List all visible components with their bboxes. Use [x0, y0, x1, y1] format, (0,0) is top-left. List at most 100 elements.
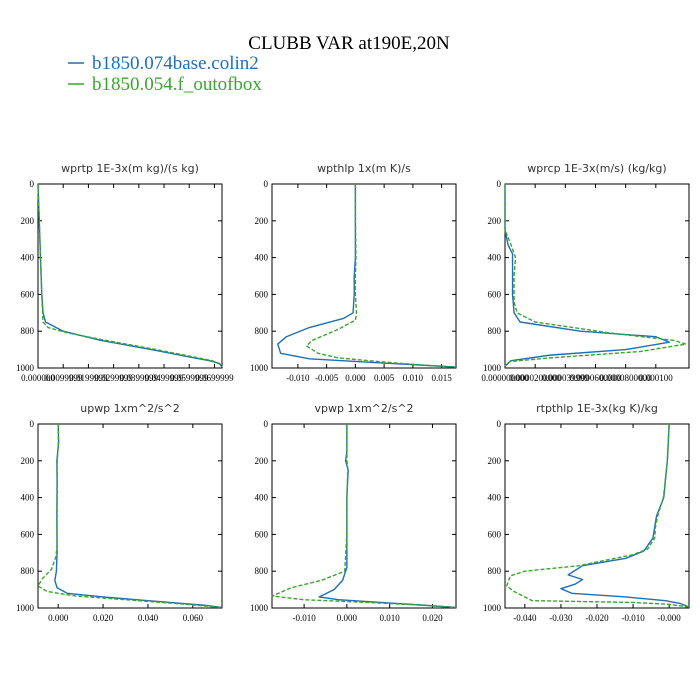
legend: b1850.074base.colin2 b1850.054.f_outofbo… — [68, 53, 262, 95]
x-tick-label: 0.0599999 — [170, 373, 209, 383]
legend-label-1: b1850.074base.colin2 — [92, 53, 259, 74]
y-tick-label: 200 — [255, 456, 269, 466]
y-tick-label: 200 — [21, 216, 35, 226]
series-line-1 — [560, 423, 690, 608]
y-tick-label: 0 — [497, 419, 502, 429]
panel-1: wprtp 1E-3x(m kg)/(s kg) 0 200 400 600 800 100… — [16, 162, 234, 383]
x-tick-label: -0.005 — [315, 373, 339, 383]
panel-title: rtpthlp 1E-3x(kg K)/kg — [536, 402, 658, 415]
y-tick-label: 600 — [488, 529, 502, 539]
series-line-1 — [318, 424, 457, 609]
x-tick-label: 0.015 — [432, 373, 453, 383]
x-tick-label: 0.000 — [345, 373, 366, 383]
y-tick-label: 200 — [255, 216, 269, 226]
y-tick-label: 200 — [488, 456, 502, 466]
series-line-2 — [504, 184, 687, 367]
series-line-2 — [506, 423, 690, 608]
y-tick-label: 800 — [21, 566, 35, 576]
y-tick-label: 400 — [21, 253, 35, 263]
y-tick-label: 1000 — [16, 603, 35, 613]
panel-title: vpwp 1xm^2/s^2 — [314, 402, 413, 415]
panel-4: upwp 1xm^2/s^2 0 200 400 600 800 1000 0.000 0.02… — [16, 402, 223, 623]
figure-title: CLUBB VAR at190E,20N — [248, 33, 450, 54]
y-tick-label: 0 — [264, 419, 269, 429]
x-tick-label: 0.010 — [380, 613, 401, 623]
panel-title: upwp 1xm^2/s^2 — [80, 402, 180, 415]
x-tick-label: 0.000 — [48, 613, 69, 623]
x-tick-label: 0.0499999 — [145, 373, 184, 383]
x-tick-label: 0.020 — [422, 613, 443, 623]
plot-frame — [271, 423, 457, 609]
y-tick-label: 400 — [255, 253, 269, 263]
y-tick-label: 600 — [488, 289, 502, 299]
y-tick-label: 600 — [255, 289, 269, 299]
x-tick-label: 0.0199999 — [69, 373, 108, 383]
panel-3: wprcp 1E-3x(m/s) (kg/kg) 0 200 400 600 800 100… — [481, 162, 690, 383]
x-tick-label: -0.020 — [585, 613, 609, 623]
y-tick-label: 400 — [488, 253, 502, 263]
plot-frame — [37, 423, 223, 609]
y-tick-label: 1000 — [250, 363, 269, 373]
x-tick-label: 0.000 — [337, 613, 358, 623]
x-tick-label: 0.0000800000 — [600, 373, 652, 383]
panel-5: vpwp 1xm^2/s^2 0 200 400 600 800 1000 -0.010 0.0… — [250, 402, 457, 623]
y-tick-label: 400 — [488, 493, 502, 503]
panel-title: wprtp 1E-3x(m kg)/(s kg) — [61, 162, 199, 175]
x-tick-label: -0.000 — [658, 613, 682, 623]
x-tick-label: -0.010 — [286, 373, 310, 383]
legend-label-2: b1850.054.f_outofbox — [92, 74, 262, 95]
series-line-2 — [305, 184, 457, 368]
x-tick-label: 0.0000200000 — [509, 373, 561, 383]
y-tick-label: 1000 — [250, 603, 269, 613]
y-tick-label: 200 — [21, 456, 35, 466]
x-tick-label: 0.000000000 — [481, 373, 529, 383]
x-tick-label: 0.010 — [403, 373, 424, 383]
panel-title: wpthlp 1x(m K)/s — [317, 162, 411, 175]
series-line-2 — [271, 424, 457, 609]
panel-6: rtpthlp 1E-3x(kg K)/kg 0 200 400 600 800 1000 -… — [483, 402, 690, 623]
y-tick-label: 200 — [488, 216, 502, 226]
x-tick-label: 0.0699999 — [195, 373, 234, 383]
plot-frame — [504, 423, 690, 609]
plot-frame — [504, 183, 690, 369]
x-tick-label: 0.000000 — [21, 373, 55, 383]
series-line-2 — [37, 183, 223, 368]
y-tick-label: 0 — [30, 179, 35, 189]
plot-frame — [271, 183, 457, 369]
y-tick-label: 0 — [30, 419, 35, 429]
x-tick-label: 0.040 — [138, 613, 159, 623]
y-tick-label: 0 — [497, 179, 502, 189]
x-tick-label: -0.040 — [513, 613, 537, 623]
x-tick-label: 0.0399999 — [120, 373, 159, 383]
y-tick-label: 600 — [21, 529, 35, 539]
series-line-2 — [37, 423, 223, 609]
y-tick-label: 800 — [255, 566, 269, 576]
x-tick-label: 0.0099999 — [44, 373, 83, 383]
x-tick-label: 0.020 — [93, 613, 114, 623]
y-tick-label: 600 — [255, 529, 269, 539]
x-tick-label: -0.030 — [549, 613, 573, 623]
x-tick-label: 0.000100 — [639, 373, 673, 383]
panel-2: wpthlp 1x(m K)/s 0 200 400 600 800 1000 -0.010-… — [250, 162, 457, 383]
y-tick-label: 800 — [488, 326, 502, 336]
y-tick-label: 1000 — [483, 603, 502, 613]
panel-title: wprcp 1E-3x(m/s) (kg/kg) — [527, 162, 666, 175]
x-tick-label: 0.0299999 — [94, 373, 133, 383]
x-tick-label: -0.010 — [292, 613, 316, 623]
series-line-1 — [54, 423, 223, 609]
series-line-1 — [277, 184, 457, 368]
x-tick-label: -0.010 — [621, 613, 645, 623]
x-tick-label: 0.005 — [374, 373, 395, 383]
x-tick-label: 0.060 — [183, 613, 204, 623]
y-tick-label: 800 — [21, 326, 35, 336]
x-tick-label: 0.000039999 — [542, 373, 590, 383]
y-tick-label: 400 — [255, 493, 269, 503]
y-tick-label: 1000 — [483, 363, 502, 373]
y-tick-label: 600 — [21, 289, 35, 299]
y-tick-label: 800 — [255, 326, 269, 336]
y-tick-label: 1000 — [16, 363, 35, 373]
plot-frame — [37, 183, 223, 369]
y-tick-label: 400 — [21, 493, 35, 503]
series-line-1 — [504, 184, 671, 367]
